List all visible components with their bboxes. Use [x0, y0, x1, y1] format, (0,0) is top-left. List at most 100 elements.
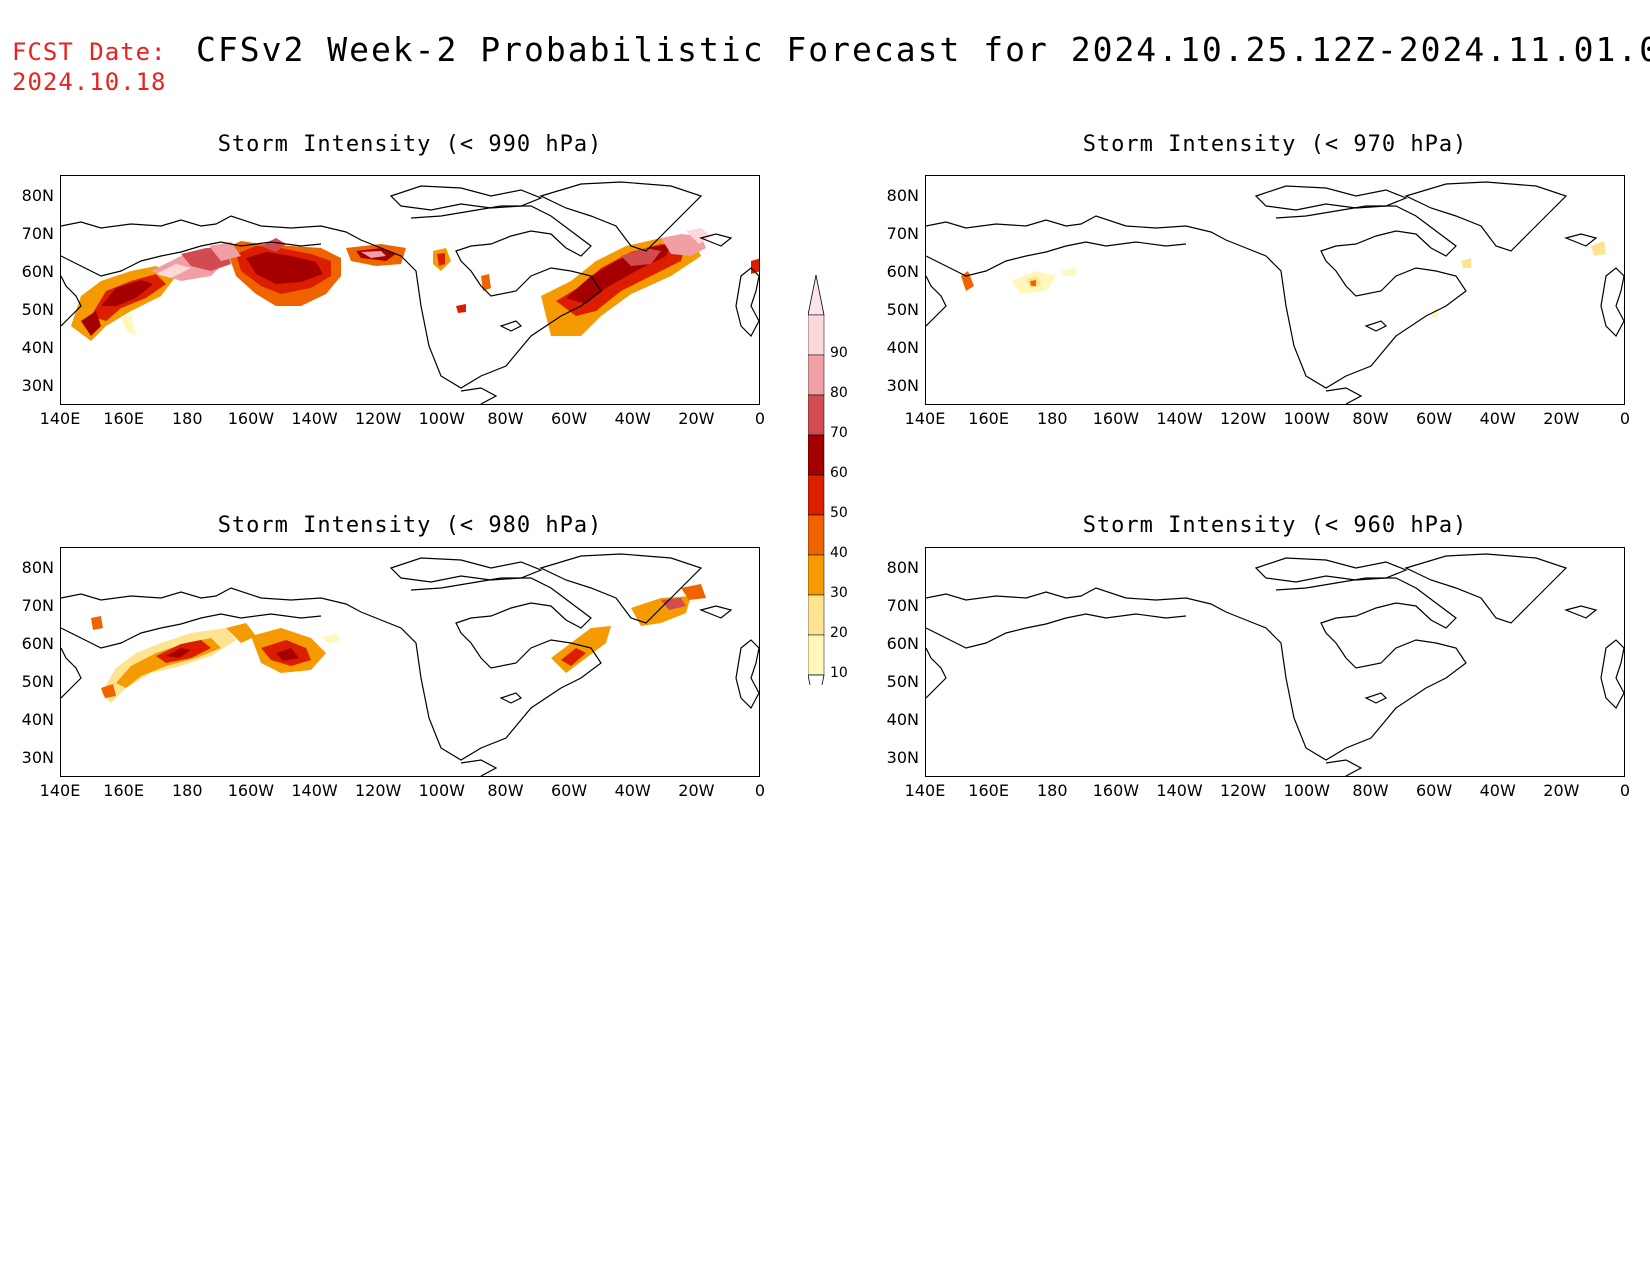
lat-tick-label: 70N: [21, 596, 54, 615]
lon-tick-label: 0: [754, 781, 766, 800]
colorbar-svg: [807, 274, 825, 716]
coastline-970: [926, 181, 1624, 404]
lon-tick-label: 40W: [614, 409, 651, 428]
lon-tick-label: 20W: [678, 781, 715, 800]
lon-tick-label: 160E: [103, 781, 144, 800]
lon-tick-label: 140E: [39, 781, 81, 800]
lon-tick-label: 120W: [1219, 781, 1267, 800]
lat-tick-label: 50N: [886, 300, 919, 319]
lon-tick-label: 60W: [550, 409, 588, 428]
lon-tick-label: 140W: [1156, 781, 1203, 800]
lat-tick-label: 70N: [886, 596, 919, 615]
lon-tick-label: 160W: [1092, 781, 1140, 800]
lon-tick-label: 120W: [1219, 409, 1267, 428]
lat-tick-label: 30N: [21, 376, 54, 395]
lon-tick-label: 160E: [103, 409, 144, 428]
map-panel-980: [60, 547, 760, 777]
colorbar-level-label: 10: [830, 665, 848, 681]
lat-tick-label: 80N: [21, 558, 54, 577]
lon-tick-label: 160W: [1092, 409, 1140, 428]
map-990-svg: [61, 181, 759, 404]
lon-tick-label: 0: [754, 409, 766, 428]
lat-tick-label: 50N: [21, 672, 54, 691]
lon-tick-label: 100W: [1283, 781, 1330, 800]
colorbar-level-label: 90: [830, 345, 848, 361]
coastline-960: [926, 553, 1624, 776]
lon-tick-label: 100W: [418, 409, 465, 428]
prob-field-990: [71, 228, 759, 341]
lon-tick-label: 120W: [354, 781, 402, 800]
lat-tick-label: 40N: [886, 710, 919, 729]
lon-tick-label: 20W: [678, 409, 715, 428]
lat-tick-label: 60N: [21, 634, 54, 653]
lat-tick-label: 30N: [886, 748, 919, 767]
lon-tick-label: 60W: [1415, 409, 1453, 428]
lon-tick-label: 20W: [1543, 781, 1580, 800]
map-panel-970: [925, 175, 1625, 405]
map-970-svg: [926, 181, 1624, 404]
lon-tick-label: 20W: [1543, 409, 1580, 428]
lon-tick-label: 0: [1619, 409, 1631, 428]
colorbar: 90 80 70 60 50 40 30 20 10: [807, 274, 888, 716]
lon-tick-label: 100W: [418, 781, 465, 800]
lon-tick-label: 60W: [550, 781, 588, 800]
prob-field-980: [91, 584, 706, 703]
lon-tick-label: 40W: [1479, 409, 1516, 428]
lat-tick-label: 80N: [886, 558, 919, 577]
lon-tick-label: 60W: [1415, 781, 1453, 800]
colorbar-swatch: [807, 394, 825, 436]
colorbar-swatch: [807, 514, 825, 556]
map-980-svg: [61, 553, 759, 776]
lat-tick-label: 40N: [21, 338, 54, 357]
lon-tick-label: 140W: [291, 781, 338, 800]
colorbar-swatch: [807, 554, 825, 596]
map-panel-990: [60, 175, 760, 405]
lat-tick-label: 70N: [21, 224, 54, 243]
lon-tick-label: 140E: [904, 409, 946, 428]
lat-tick-label: 30N: [886, 376, 919, 395]
colorbar-level-label: 60: [830, 465, 848, 481]
colorbar-swatch: [807, 634, 825, 676]
lon-tick-label: 0: [1619, 781, 1631, 800]
lat-tick-label: 60N: [886, 262, 919, 281]
panel-title-970: Storm Intensity (< 970 hPa): [1082, 132, 1468, 157]
lon-tick-label: 40W: [1479, 781, 1516, 800]
lat-tick-label: 40N: [886, 338, 919, 357]
lon-tick-label: 160E: [968, 781, 1009, 800]
coastline-990: [61, 181, 759, 404]
lon-tick-label: 120W: [354, 409, 402, 428]
lon-tick-label: 140E: [39, 409, 81, 428]
colorbar-swatch: [807, 474, 825, 516]
prob-field-970: [961, 241, 1606, 318]
lat-tick-label: 70N: [886, 224, 919, 243]
colorbar-swatch: [807, 434, 825, 476]
panel-title-980: Storm Intensity (< 980 hPa): [217, 513, 603, 538]
map-960-svg: [926, 553, 1624, 776]
lat-tick-label: 60N: [886, 634, 919, 653]
lon-tick-label: 140W: [1156, 409, 1203, 428]
lon-tick-label: 80W: [487, 409, 524, 428]
colorbar-swatch: [807, 594, 825, 636]
lat-tick-label: 80N: [886, 186, 919, 205]
lon-tick-label: 40W: [614, 781, 651, 800]
fcst-date-label: FCST Date:: [12, 38, 167, 66]
colorbar-level-label: 50: [830, 505, 848, 521]
main-title: CFSv2 Week-2 Probabilistic Forecast for …: [196, 30, 1650, 69]
map-panel-960: [925, 547, 1625, 777]
colorbar-swatch: [807, 314, 825, 356]
lon-tick-label: 180: [171, 409, 203, 428]
colorbar-level-label: 70: [830, 425, 848, 441]
lat-tick-label: 60N: [21, 262, 54, 281]
lon-tick-label: 140W: [291, 409, 338, 428]
lon-tick-label: 100W: [1283, 409, 1330, 428]
lat-tick-label: 50N: [21, 300, 54, 319]
lon-tick-label: 160W: [227, 409, 275, 428]
panel-title-960: Storm Intensity (< 960 hPa): [1082, 513, 1468, 538]
lat-tick-label: 80N: [21, 186, 54, 205]
lon-tick-label: 80W: [1352, 781, 1389, 800]
lat-tick-label: 30N: [21, 748, 54, 767]
lon-tick-label: 160W: [227, 781, 275, 800]
colorbar-top-triangle: [807, 274, 825, 316]
lat-tick-label: 40N: [21, 710, 54, 729]
colorbar-level-label: 40: [830, 545, 848, 561]
